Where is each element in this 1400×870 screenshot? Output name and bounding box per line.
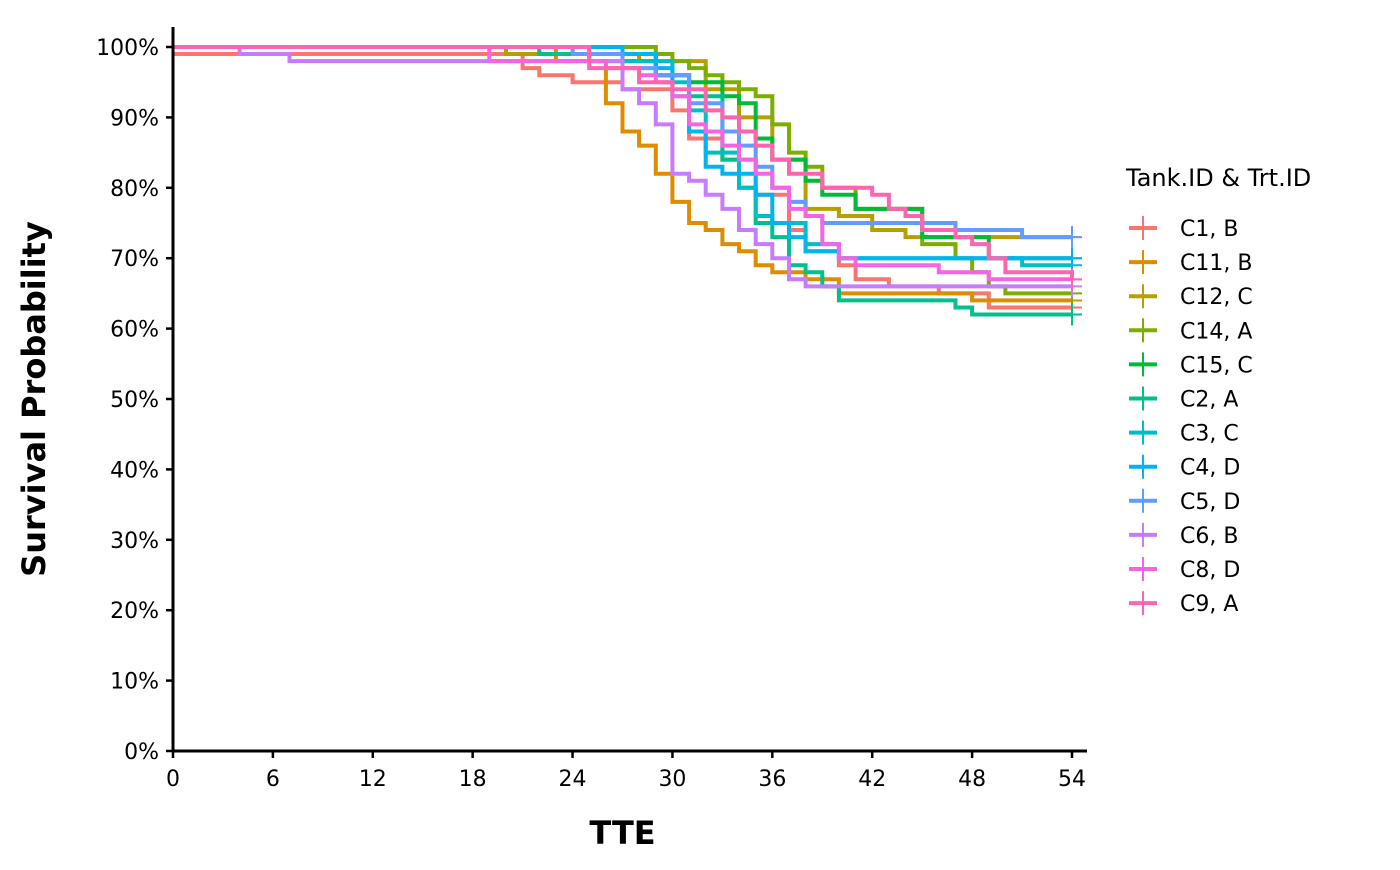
legend-item: C5, D xyxy=(1129,488,1240,515)
y-axis-title: Survival Probability xyxy=(15,221,53,577)
legend-item: C4, D xyxy=(1129,454,1240,481)
censor-mark xyxy=(1062,268,1082,291)
legend-item: C9, A xyxy=(1129,591,1238,617)
censor-mark xyxy=(1062,303,1082,326)
legend-item: C6, B xyxy=(1129,522,1238,549)
legend-label: C2, A xyxy=(1180,388,1238,413)
x-tick-label: 30 xyxy=(658,767,686,792)
curve-c9-a xyxy=(173,45,1074,280)
survival-curves xyxy=(173,45,1082,326)
y-tick-label: 60% xyxy=(110,318,159,343)
legend-label: C1, B xyxy=(1180,217,1238,242)
legend-item: C11, B xyxy=(1129,250,1252,276)
x-tick-label: 0 xyxy=(166,767,180,792)
legend-title: Tank.ID & Trt.ID xyxy=(1125,164,1311,192)
y-tick-label: 20% xyxy=(110,599,159,624)
legend-label: C5, D xyxy=(1180,490,1240,515)
axes: 0 6 12 18 24 30 36 42 48 54 0% 10% 20% 30% 40% 50% 60% 70… xyxy=(96,27,1087,792)
legend-item: C12, C xyxy=(1129,284,1253,310)
legend-item: C3, C xyxy=(1129,420,1239,447)
legend-label: C8, D xyxy=(1180,558,1240,583)
legend-label: C15, C xyxy=(1180,353,1253,378)
x-tick-label: 36 xyxy=(758,767,786,792)
x-tick-label: 42 xyxy=(858,767,886,792)
legend-item: C8, D xyxy=(1129,557,1240,583)
legend-label: C4, D xyxy=(1180,456,1240,481)
legend-label: C14, A xyxy=(1180,319,1252,344)
y-tick-label: 50% xyxy=(110,388,159,413)
legend-item: C14, A xyxy=(1129,318,1252,344)
y-tick-label: 0% xyxy=(124,740,159,765)
curve-c8-d xyxy=(173,45,1072,282)
legend-label: C3, C xyxy=(1180,422,1239,447)
y-tick-label: 40% xyxy=(110,458,159,483)
legend: C1, B C11, B C12, C C14, A C15, C C2, A C3, C C… xyxy=(1129,216,1253,617)
legend-item: C1, B xyxy=(1129,216,1238,242)
x-tick-label: 12 xyxy=(359,767,387,792)
curve-c14-a xyxy=(173,45,1072,296)
legend-label: C9, A xyxy=(1180,592,1238,617)
x-tick-label: 18 xyxy=(459,767,487,792)
y-tick-label: 10% xyxy=(110,670,159,695)
x-tick-label: 6 xyxy=(266,767,280,792)
legend-item: C15, C xyxy=(1129,352,1253,378)
censor-mark xyxy=(1062,226,1082,249)
y-tick-label: 100% xyxy=(96,36,159,61)
x-axis-title: TTE xyxy=(589,814,655,852)
censor-mark xyxy=(1062,247,1082,270)
x-tick-label: 24 xyxy=(559,767,587,792)
legend-label: C11, B xyxy=(1180,251,1252,276)
curve-c6-b xyxy=(173,45,1072,289)
x-tick-label: 48 xyxy=(958,767,986,792)
legend-label: C6, B xyxy=(1180,524,1238,549)
y-tick-label: 70% xyxy=(110,247,159,272)
y-tick-label: 80% xyxy=(110,177,159,202)
legend-label: C12, C xyxy=(1180,285,1253,310)
y-tick-label: 90% xyxy=(110,106,159,131)
legend-item: C2, A xyxy=(1129,386,1238,413)
y-tick-label: 30% xyxy=(110,529,159,554)
x-tick-label: 54 xyxy=(1058,767,1086,792)
